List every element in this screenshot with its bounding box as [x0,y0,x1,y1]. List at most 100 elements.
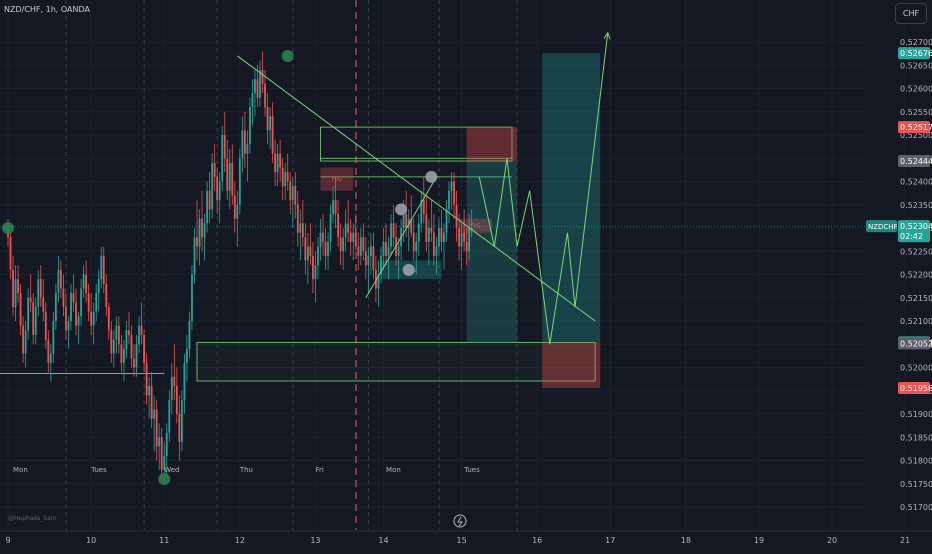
candle-body [117,325,120,345]
y-tick-label: 0.52500 [900,131,932,140]
candle-body [148,386,151,396]
candle-body [246,144,249,154]
candle-body [92,311,95,326]
y-tick-label: 0.51850 [900,433,932,442]
candle-body [372,246,375,270]
candle-body [208,190,211,210]
candle-body [107,307,110,331]
y-tick-label: 0.51900 [900,410,932,419]
rising-trendline[interactable] [365,176,437,299]
candle-body [160,437,163,470]
candle-body [223,135,226,159]
attribution-text: @Hephaes_Sam [8,515,57,522]
candle-body [19,293,22,326]
candle-body [329,214,332,242]
candle-body [175,386,178,414]
pivot-marker[interactable] [281,49,294,62]
candle-body [294,186,297,205]
last-price-badge [898,220,930,243]
candle-body [153,409,156,419]
candle-body [463,232,466,242]
candle-body [65,307,67,331]
candle-body [364,251,367,266]
candle-body [183,362,186,401]
price-badge [898,155,930,168]
support-zone[interactable] [196,341,596,382]
x-tick-label: 12 [235,536,245,545]
candle-body [344,223,347,238]
candle-body [354,232,357,247]
candle-body [186,348,188,363]
candle-body [377,274,380,289]
candle-body [243,130,246,154]
pivot-marker[interactable] [395,203,408,216]
candle-body [319,232,322,247]
candle-body [188,321,191,349]
candle-body [312,255,314,280]
candle-body [128,330,130,335]
bearish-fvg-2-zone[interactable] [459,218,492,233]
candle-body [362,237,365,252]
candle-body [72,293,75,303]
x-tick-label: 13 [310,536,320,545]
resistance-trendline[interactable] [237,55,596,322]
candle-body [271,116,274,154]
candle-body [170,376,173,401]
candle-body [332,200,334,215]
candle-body [112,339,115,354]
candle-body [375,269,377,289]
candle-body [357,246,360,256]
candle-body [226,158,229,191]
projection-path[interactable] [478,32,609,345]
candle-body [211,162,214,210]
y-tick-label: 0.52600 [900,85,932,94]
long-position-target-zone[interactable] [542,53,601,343]
candle-body [130,334,133,359]
candle-body [347,223,350,233]
day-label: Wed [164,466,179,474]
candle-body [155,409,158,447]
y-tick-label: 0.51750 [900,480,932,489]
candle-body [337,214,340,238]
candle-body [402,214,405,228]
candle-body [264,83,266,108]
candle-body [196,237,198,247]
candle-body [453,181,455,205]
y-tick-label: 0.52150 [900,294,932,303]
bearish-fvg-zone[interactable] [320,167,354,191]
candle-body [37,279,40,308]
candle-body [256,79,259,98]
lightning-icon[interactable] [453,514,467,528]
candle-body [390,223,392,247]
candle-body [352,232,355,242]
candle-body [334,200,337,215]
candle-body [455,204,458,228]
candle-body [47,339,50,363]
x-tick-label: 15 [457,536,467,545]
pivot-marker[interactable] [425,170,438,183]
pivot-marker[interactable] [2,222,14,234]
long-position-stop-zone[interactable] [542,342,601,388]
chart-title[interactable]: NZD/CHF, 1h, OANDA [4,5,90,14]
resistance-box[interactable] [320,126,513,162]
x-tick-label: 18 [681,536,691,545]
x-tick-label: 14 [378,536,388,545]
candle-body [274,153,277,173]
candle-body [49,353,52,363]
candle-body [158,437,161,447]
x-tick-label: 10 [86,536,96,545]
candle-body [203,223,206,238]
candle-body [281,167,284,187]
candle-body [95,293,98,312]
candle-body [82,274,85,289]
candle-body [105,283,108,308]
currency-button[interactable]: CHF [895,3,927,24]
pivot-marker[interactable] [158,473,171,486]
short-position-stop-zone[interactable] [466,127,518,162]
price-badge-label: 0.52676 [900,49,932,58]
candle-body [291,186,294,201]
short-position-target-zone[interactable] [466,161,518,343]
pivot-marker[interactable] [402,263,415,276]
candle-body [29,297,32,303]
